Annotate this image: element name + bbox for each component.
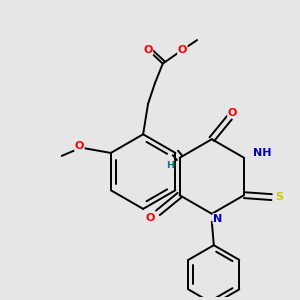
Text: O: O	[146, 213, 155, 223]
Text: O: O	[75, 141, 84, 151]
Text: H: H	[166, 161, 174, 170]
Text: O: O	[178, 45, 187, 55]
Text: O: O	[228, 108, 237, 118]
Text: S: S	[275, 192, 284, 202]
Text: NH: NH	[253, 148, 271, 158]
Text: N: N	[213, 214, 222, 224]
Text: O: O	[143, 45, 153, 55]
